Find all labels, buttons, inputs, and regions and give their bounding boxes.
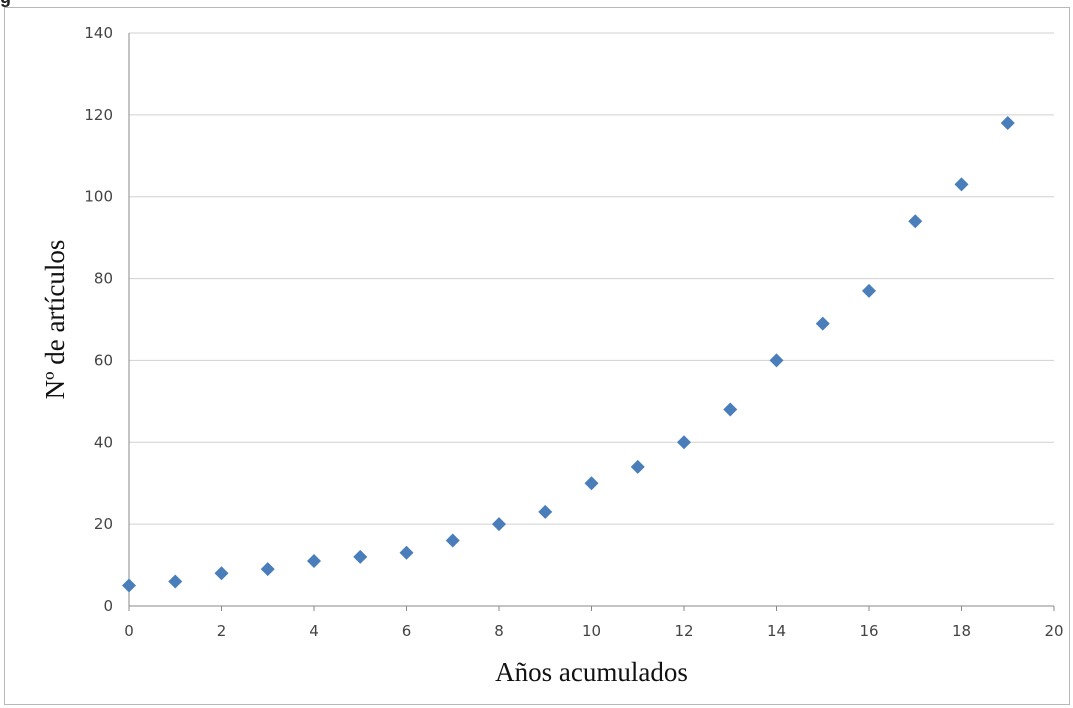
data-point xyxy=(815,316,830,331)
data-point xyxy=(538,504,553,519)
data-point xyxy=(122,578,136,593)
y-tick-label-60: 60 xyxy=(94,351,113,369)
data-point xyxy=(723,402,738,417)
x-tick-label-14: 14 xyxy=(767,622,786,640)
data-point xyxy=(769,353,784,368)
data-point xyxy=(630,459,645,474)
y-tick-label-100: 100 xyxy=(84,188,113,206)
y-axis-title: Nº de artículos xyxy=(40,240,70,400)
axes xyxy=(128,33,1055,611)
data-point xyxy=(908,214,923,229)
x-tick-label-8: 8 xyxy=(494,622,504,640)
figure-caption: g xyxy=(0,0,1073,7)
x-tick-label-18: 18 xyxy=(952,622,971,640)
x-tick-label-2: 2 xyxy=(217,622,227,640)
data-point xyxy=(307,553,321,568)
x-tick-label-4: 4 xyxy=(309,622,319,640)
y-tick-label-120: 120 xyxy=(84,106,113,124)
data-point xyxy=(399,545,414,560)
data-point xyxy=(862,283,876,298)
x-tick-labels: 0 2 4 6 8 10 12 14 16 18 20 xyxy=(124,622,1063,640)
data-point xyxy=(1000,116,1015,131)
data-point xyxy=(954,177,969,192)
scatter-chart: 0 20 40 60 80 100 120 140 0 2 4 6 8 10 12 14 16 18 20 Año… xyxy=(40,24,1064,687)
x-axis-title: Años acumulados xyxy=(495,657,688,687)
data-point xyxy=(168,574,183,589)
y-tick-label-40: 40 xyxy=(94,433,113,451)
data-point xyxy=(584,476,599,491)
data-point xyxy=(260,562,275,577)
x-tick-label-6: 6 xyxy=(402,622,412,640)
data-point xyxy=(492,517,506,532)
y-tick-labels: 0 20 40 60 80 100 120 140 xyxy=(84,24,113,615)
x-tick-label-20: 20 xyxy=(1044,622,1063,640)
data-point xyxy=(445,533,460,548)
data-point xyxy=(214,566,229,581)
data-point xyxy=(353,549,368,564)
x-tick-label-12: 12 xyxy=(674,622,693,640)
y-tick-label-80: 80 xyxy=(94,270,113,288)
data-point xyxy=(677,435,691,450)
x-tick-label-16: 16 xyxy=(859,622,878,640)
y-tick-label-20: 20 xyxy=(94,515,113,533)
y-tick-label-0: 0 xyxy=(103,597,113,615)
gridlines xyxy=(129,32,1054,525)
y-tick-label-140: 140 xyxy=(84,24,113,42)
data-points xyxy=(122,116,1015,593)
chart-frame: 0 20 40 60 80 100 120 140 0 2 4 6 8 10 12 14 16 18 20 Año… xyxy=(4,7,1070,705)
x-tick-label-0: 0 xyxy=(124,622,134,640)
x-tick-label-10: 10 xyxy=(582,622,601,640)
